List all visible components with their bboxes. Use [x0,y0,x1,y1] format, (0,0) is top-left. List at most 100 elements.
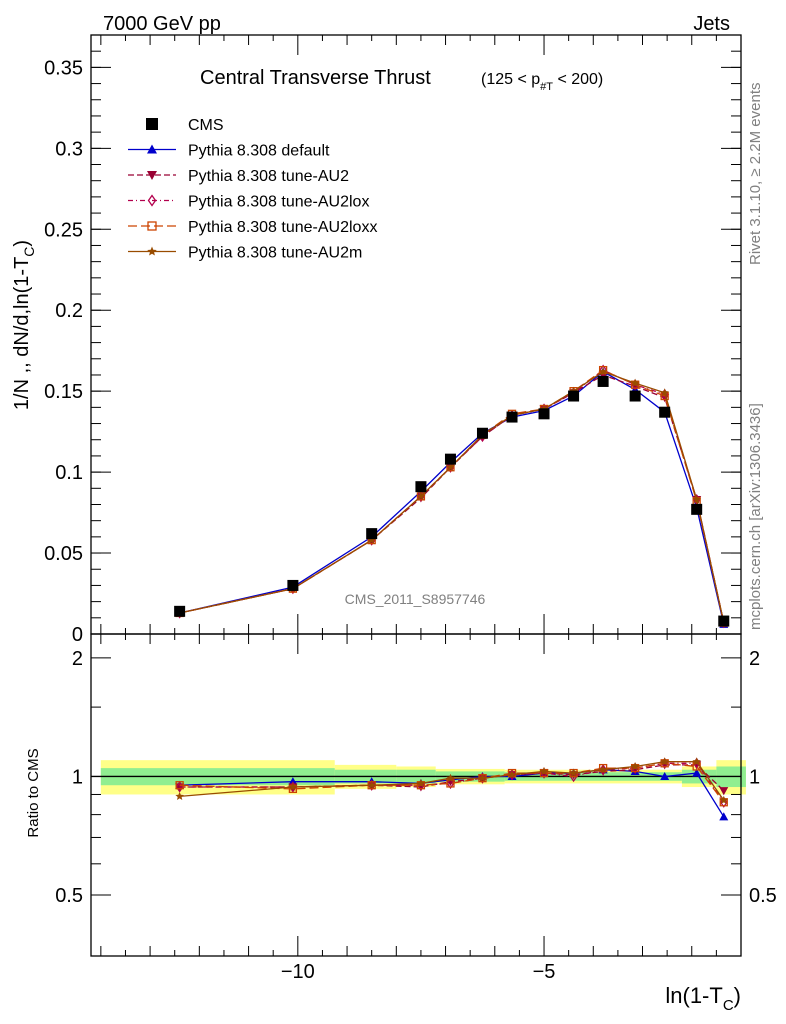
main-ytick-label: 0.25 [44,219,83,241]
legend: CMS Pythia 8.308 default Pythia 8.308 tune… [128,117,377,262]
side-text-mcplots: mcplots.cern.ch [arXiv:1306.3436] [747,403,764,630]
legend-label-3: Pythia 8.308 tune-AU2lox [188,194,369,211]
x-tick-label: −10 [281,961,315,983]
ratio-series-point-1 [660,771,670,781]
ratio-series-point-5 [598,765,608,774]
main-cms-point [538,408,550,420]
legend-marker-1 [147,144,157,154]
main-series-point-5 [446,462,455,471]
ratio-ytick-label: 0.5 [55,885,83,907]
ratio-series-point-5 [446,773,455,782]
main-series-point-5 [416,491,426,500]
legend-label-1: Pythia 8.308 default [188,143,330,160]
ratio-series-point-5 [288,782,298,791]
y-axis-label-main-end: ) [11,240,33,247]
legend-label-4: Pythia 8.308 tune-AU2loxx [188,219,377,236]
main-series-line-2 [179,374,725,623]
main-cms-point [659,406,671,418]
chart-title-range: (125 < p#T < 200) [481,71,603,93]
main-cms-point [691,503,703,515]
main-ytick-label: 0.3 [55,138,83,160]
ratio-ytick-label-right: 2 [749,648,760,670]
x-axis-label-sub: C [723,997,734,1014]
main-series-point-5 [598,367,608,376]
ratio-series-point-1 [719,812,729,821]
y-axis-label-main: 1/N ,, dN/d,ln(1-TC) [11,240,37,410]
analysis-watermark: CMS_2011_S8957746 [345,591,486,607]
main-series-point-5 [692,495,701,504]
header-left: 7000 GeV pp [103,13,221,35]
main-cms-point [506,411,518,423]
legend-label-0: CMS [188,117,224,134]
legend-marker-2 [147,171,157,180]
ratio-series-point-5 [416,778,426,788]
side-text-rivet: Rivet 3.1.10, ≥ 2.2M events [747,83,764,266]
ratio-series-point-5 [175,791,184,800]
ratio-panel: 0.5 0.5 1 1 2 2 −10 −5 [55,633,777,983]
legend-marker-3 [147,194,157,207]
legend-marker-5 [147,246,157,256]
main-series-line-4 [179,369,725,623]
main-series-line-3 [179,369,725,623]
ratio-series-point-1 [692,768,702,777]
legend-marker-0 [146,118,158,130]
ratio-series-point-5 [478,773,487,782]
ratio-frame [90,633,742,957]
main-ytick-label: 0.35 [44,57,83,79]
main-cms-point [629,390,641,402]
x-axis-label-text: ln(1-T [665,983,722,1008]
header-right: Jets [693,13,730,35]
chart-title-range-start: (125 < p [481,71,540,88]
chart-title-range-sub: #T [540,81,553,93]
ratio-series-point-5 [367,780,376,789]
ratio-series-point-5 [719,795,728,804]
main-series-point-5 [660,388,669,397]
ratio-ytick-label: 1 [72,766,83,788]
x-axis-label: ln(1-TC) [665,983,741,1014]
ratio-series-point-5 [539,766,549,775]
main-ytick-label: 0.2 [55,300,83,322]
ratio-series-point-5 [630,762,640,771]
ratio-series-point-5 [660,757,669,766]
main-panel: 0 0.05 0.1 0.15 0.2 0.25 0.3 0.35 [44,34,742,646]
main-ytick-label: 0 [72,624,83,646]
main-cms-point [718,615,730,627]
ratio-ytick-label-right: 0.5 [749,885,777,907]
ratio-ytick-label-right: 1 [749,766,760,788]
main-cms-point [415,481,427,493]
main-series-point-3 [599,364,608,376]
main-cms-point [476,427,488,439]
chart-title: Central Transverse Thrust [200,67,431,89]
main-cms-point [174,605,186,617]
main-series-point-5 [630,378,640,387]
main-series-point-5 [367,535,376,544]
ratio-series-point-4 [175,781,184,790]
ratio-series-line-1 [179,769,725,818]
main-ytick-label: 0.15 [44,381,83,403]
main-ytick-label: 0.1 [55,462,83,484]
y-axis-label-main-sub: C [21,247,37,257]
legend-marker-4 [147,221,157,231]
main-series-line-1 [179,370,725,625]
ratio-series-point-5 [692,757,701,766]
ratio-series-point-3 [446,777,455,790]
x-tick-label: −5 [533,961,556,983]
x-axis-label-end: ) [734,983,741,1008]
legend-label-5: Pythia 8.308 tune-AU2m [188,245,362,262]
y-axis-label-ratio: Ratio to CMS [25,748,42,837]
ratio-series-line-5 [179,761,725,801]
chart-title-range-end: < 200) [553,71,603,88]
y-axis-label-main-text: 1/N ,, dN/d,ln(1-T [11,257,33,410]
main-cms-point [568,390,580,402]
main-series-point-2 [630,382,640,391]
ratio-series-point-2 [719,787,729,796]
main-series-line-5 [179,370,725,623]
ratio-series-point-1 [288,777,298,786]
main-cms-point [444,453,456,465]
ratio-ytick-label: 2 [72,648,83,670]
main-cms-point [597,375,609,387]
main-cms-point [287,579,299,591]
ratio-series-point-5 [507,770,517,779]
main-ytick-label: 0.05 [44,543,83,565]
